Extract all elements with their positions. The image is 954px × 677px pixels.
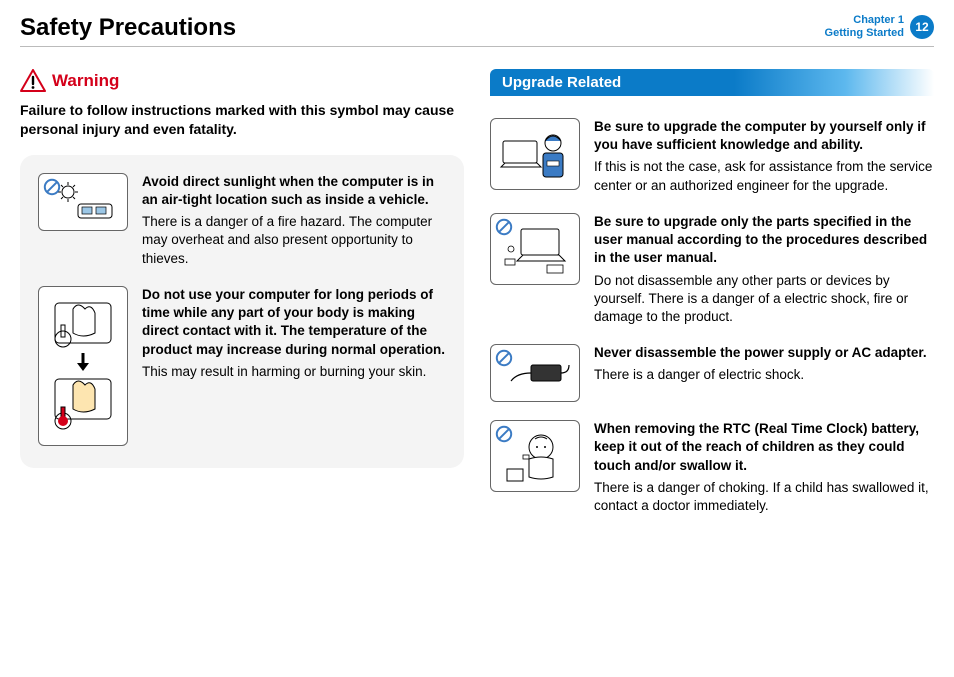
chapter-label: Chapter 1	[825, 14, 904, 27]
warning-text: Failure to follow instructions marked wi…	[20, 101, 464, 139]
item-title: Avoid direct sunlight when the computer …	[142, 173, 446, 209]
chapter-name: Getting Started	[825, 27, 904, 40]
engineer-icon	[490, 118, 580, 190]
chapter-text: Chapter 1 Getting Started	[825, 14, 904, 40]
item-title: Do not use your computer for long period…	[142, 286, 446, 359]
item-title: Be sure to upgrade the computer by yours…	[594, 118, 934, 154]
hand-laptop-illustration	[43, 291, 123, 441]
page-number-badge: 12	[910, 15, 934, 39]
prohibit-icon	[495, 349, 513, 367]
item-title: When removing the RTC (Real Time Clock) …	[594, 420, 934, 475]
item-body: There is a danger of a fire hazard. The …	[142, 213, 446, 268]
parts-laptop-icon	[490, 213, 580, 285]
item-text: Never disassemble the power supply or AC…	[594, 344, 934, 402]
item-body: If this is not the case, ask for assista…	[594, 158, 934, 194]
warning-label: Warning	[52, 71, 119, 91]
item-body: There is a danger of electric shock.	[594, 366, 934, 384]
item-text: Be sure to upgrade the computer by yours…	[594, 118, 934, 195]
warning-triangle-icon	[20, 69, 46, 93]
upgrade-item: Never disassemble the power supply or AC…	[490, 344, 934, 402]
item-title: Be sure to upgrade only the parts specif…	[594, 213, 934, 268]
item-body: There is a danger of choking. If a child…	[594, 479, 934, 515]
sunlight-car-icon	[38, 173, 128, 231]
upgrade-item: Be sure to upgrade only the parts specif…	[490, 213, 934, 326]
power-adapter-icon	[490, 344, 580, 402]
warning-item: Avoid direct sunlight when the computer …	[38, 173, 446, 268]
right-column: Upgrade Related Be sure to upgrade the c…	[490, 69, 934, 515]
chapter-info: Chapter 1 Getting Started 12	[825, 14, 934, 40]
warning-header: Warning	[20, 69, 464, 93]
left-column: Warning Failure to follow instructions m…	[20, 69, 464, 515]
prohibit-icon	[495, 218, 513, 236]
page-title: Safety Precautions	[20, 14, 236, 42]
engineer-illustration	[495, 123, 575, 185]
upgrade-item: Be sure to upgrade the computer by yours…	[490, 118, 934, 195]
warning-item: Do not use your computer for long period…	[38, 286, 446, 446]
child-battery-icon	[490, 420, 580, 492]
item-text: Be sure to upgrade only the parts specif…	[594, 213, 934, 326]
item-body: This may result in harming or burning yo…	[142, 363, 446, 381]
body-heat-icon	[38, 286, 128, 446]
page-header: Safety Precautions Chapter 1 Getting Sta…	[20, 14, 934, 47]
item-title: Never disassemble the power supply or AC…	[594, 344, 934, 362]
upgrade-item: When removing the RTC (Real Time Clock) …	[490, 420, 934, 515]
warning-items-box: Avoid direct sunlight when the computer …	[20, 155, 464, 468]
item-text: Do not use your computer for long period…	[142, 286, 446, 446]
item-text: When removing the RTC (Real Time Clock) …	[594, 420, 934, 515]
item-text: Avoid direct sunlight when the computer …	[142, 173, 446, 268]
prohibit-icon	[43, 178, 61, 196]
prohibit-icon	[495, 425, 513, 443]
content-columns: Warning Failure to follow instructions m…	[20, 69, 934, 515]
item-body: Do not disassemble any other parts or de…	[594, 272, 934, 327]
section-banner: Upgrade Related	[490, 69, 934, 96]
